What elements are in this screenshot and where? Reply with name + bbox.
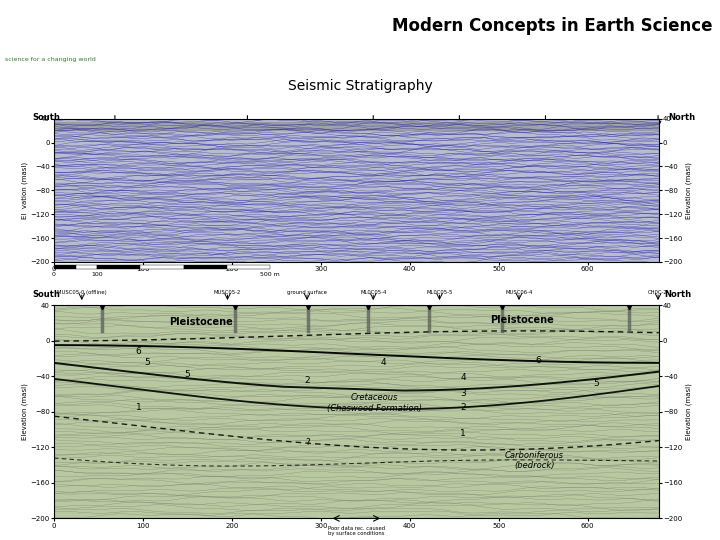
Y-axis label: Elevation (masl): Elevation (masl) xyxy=(21,383,27,440)
Text: ?: ? xyxy=(305,438,310,447)
Y-axis label: Elevation (masl): Elevation (masl) xyxy=(685,162,692,219)
Text: 4: 4 xyxy=(380,359,386,367)
Text: 3: 3 xyxy=(460,389,466,399)
Text: science for a changing world: science for a changing world xyxy=(5,57,96,63)
Text: USGS: USGS xyxy=(48,14,86,28)
Text: 5: 5 xyxy=(184,370,190,379)
Text: Seismic Stratigraphy: Seismic Stratigraphy xyxy=(287,79,433,93)
Text: 500 m: 500 m xyxy=(260,272,280,276)
Text: 6: 6 xyxy=(135,347,141,356)
Text: Pleistocene: Pleistocene xyxy=(490,315,554,325)
Text: 6: 6 xyxy=(536,356,541,364)
Text: 1: 1 xyxy=(460,429,466,438)
Text: MUSC05-2: MUSC05-2 xyxy=(214,290,241,295)
Text: 1: 1 xyxy=(135,403,141,412)
Text: ML0C05-4: ML0C05-4 xyxy=(360,290,387,295)
Text: Poor data rec. caused
by surface conditions: Poor data rec. caused by surface conditi… xyxy=(328,525,385,536)
Text: CH0C-2: CH0C-2 xyxy=(648,290,668,295)
Text: ground surface: ground surface xyxy=(287,290,327,295)
Text: 4: 4 xyxy=(460,374,466,382)
Text: Modern Concepts in Earth Science: Modern Concepts in Earth Science xyxy=(392,17,713,35)
Y-axis label: El  vation (masl): El vation (masl) xyxy=(21,162,27,219)
Text: 5: 5 xyxy=(594,379,600,388)
Text: MUSC05-0 (offline): MUSC05-0 (offline) xyxy=(57,290,107,295)
Y-axis label: Elevation (masl): Elevation (masl) xyxy=(685,383,692,440)
Text: Carboniferous
(bedrock): Carboniferous (bedrock) xyxy=(505,451,564,470)
Text: Pleistocene: Pleistocene xyxy=(170,316,233,327)
Text: North: North xyxy=(665,290,692,299)
Text: 5: 5 xyxy=(145,359,150,367)
Text: 0: 0 xyxy=(52,272,56,276)
Text: MUSC06-4: MUSC06-4 xyxy=(505,290,533,295)
Text: 100: 100 xyxy=(91,272,103,276)
Text: South: South xyxy=(32,290,60,299)
Text: ML0C05-5: ML0C05-5 xyxy=(426,290,453,295)
Text: 2: 2 xyxy=(305,376,310,385)
Text: South: South xyxy=(32,113,60,122)
Text: Cretaceous
(Chaswood Formation): Cretaceous (Chaswood Formation) xyxy=(327,393,422,413)
Text: North: North xyxy=(668,113,695,122)
Text: 2: 2 xyxy=(460,403,466,412)
